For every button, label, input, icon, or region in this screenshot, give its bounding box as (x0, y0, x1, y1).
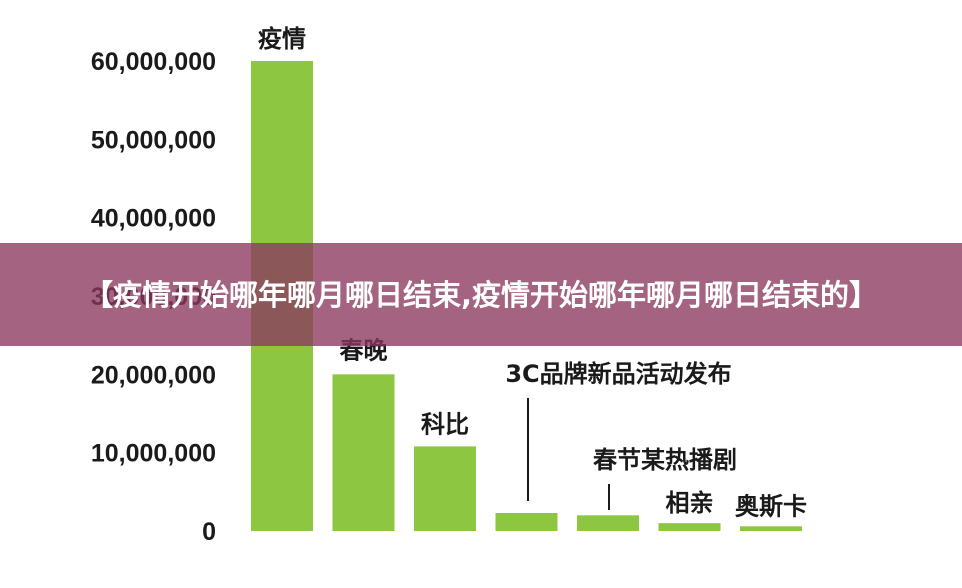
y-tick-label: 40,000,000 (91, 205, 216, 233)
title-banner: 【疫情开始哪年哪月哪日结束,疫情开始哪年哪月哪日结束的】 (0, 243, 962, 346)
banner-title: 【疫情开始哪年哪月哪日结束,疫情开始哪年哪月哪日结束的】 (83, 277, 879, 312)
bar (332, 374, 395, 531)
bar-category-label: 奥斯卡 (735, 492, 807, 520)
bar-category-label: 疫情 (258, 25, 306, 53)
bar (577, 515, 639, 531)
bar-category-label: 3C品牌新品活动发布 (505, 360, 731, 388)
bar-category-label: 相亲 (666, 489, 714, 517)
y-tick-label: 10,000,000 (91, 440, 216, 468)
bar (414, 446, 476, 531)
y-tick-label: 0 (202, 518, 216, 546)
bar-category-label: 春节某热播剧 (593, 446, 737, 474)
y-tick-label: 20,000,000 (91, 361, 216, 389)
y-tick-label: 50,000,000 (91, 126, 216, 154)
bar (740, 526, 802, 531)
bar (658, 523, 721, 531)
bar-category-label: 科比 (421, 410, 469, 438)
y-tick-label: 60,000,000 (91, 48, 216, 76)
bar (495, 512, 558, 531)
